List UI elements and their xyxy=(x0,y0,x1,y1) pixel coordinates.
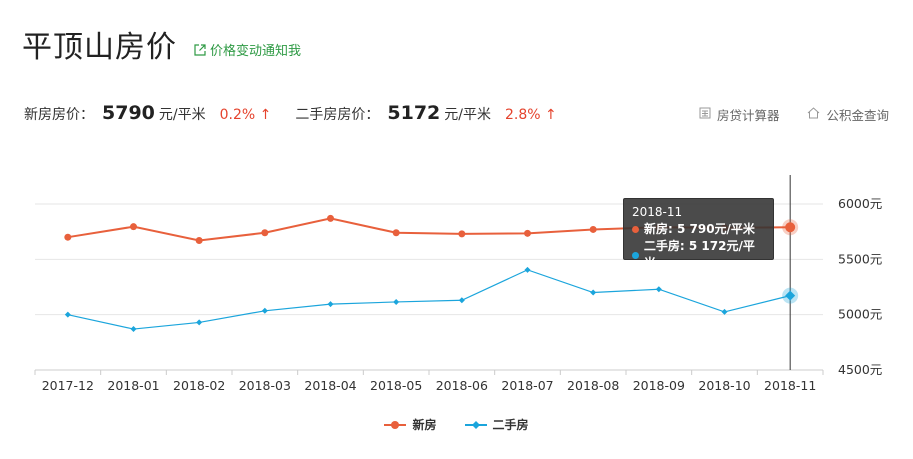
legend-item-used[interactable]: 二手房 xyxy=(464,416,529,433)
x-tick-label: 2018-09 xyxy=(633,378,685,393)
fund-query-link[interactable]: 公积金查询 xyxy=(807,105,889,124)
new-series-point xyxy=(64,233,72,241)
used-series-point xyxy=(393,298,400,305)
new-series-point xyxy=(195,237,203,245)
x-tick-label: 2017-12 xyxy=(42,378,94,393)
new-series-point xyxy=(392,229,400,237)
up-arrow-icon: ↑ xyxy=(255,107,272,123)
used-price-label: 二手房房价： xyxy=(295,107,380,123)
x-tick-label: 2018-11 xyxy=(764,378,816,393)
used-series-point xyxy=(196,319,203,326)
x-tick-label: 2018-06 xyxy=(436,378,488,393)
house-icon xyxy=(807,107,820,122)
legend-used-label: 二手房 xyxy=(492,418,529,432)
notify-label: 价格变动通知我 xyxy=(210,44,302,59)
tooltip-new-row: 新房: 5 790元/平米 xyxy=(632,221,765,238)
loan-calculator-link[interactable]: 房贷计算器 xyxy=(699,105,780,124)
y-tick-label: 4500元 xyxy=(838,362,882,377)
used-price-unit: 元/平米 xyxy=(444,107,491,123)
external-link-icon xyxy=(194,43,206,56)
new-series-point xyxy=(785,222,796,233)
new-series-point xyxy=(458,230,466,238)
x-tick-label: 2018-08 xyxy=(567,378,619,393)
x-tick-label: 2018-05 xyxy=(370,378,422,393)
used-series-line xyxy=(67,269,791,330)
price-notify-link[interactable]: 价格变动通知我 xyxy=(194,40,301,59)
x-tick-label: 2018-03 xyxy=(239,378,291,393)
price-line-chart: 4500元 5000元 5500元 6000元 2017-12 2018-01 2018-0… xyxy=(34,175,882,393)
x-tick-label: 2018-02 xyxy=(173,378,225,393)
page-title: 平顶山房价 xyxy=(22,30,177,65)
used-series-point xyxy=(721,308,728,315)
x-tick-label: 2018-07 xyxy=(501,378,553,393)
used-price-change: 2.8% ↑ xyxy=(504,107,557,123)
legend-item-new[interactable]: 新房 xyxy=(384,416,437,433)
loan-calculator-label: 房贷计算器 xyxy=(716,108,780,123)
new-price-change: 0.2% ↑ xyxy=(219,107,272,123)
new-series-point xyxy=(261,229,269,237)
y-tick-label: 5000元 xyxy=(838,307,882,322)
y-tick-label: 5500元 xyxy=(838,251,882,266)
chart-legend: 新房 二手房 xyxy=(0,416,913,433)
x-tick-label: 2018-01 xyxy=(107,378,159,393)
up-arrow-icon: ↑ xyxy=(540,107,557,123)
new-price-value: 5790 xyxy=(102,102,155,124)
calculator-icon xyxy=(699,107,711,122)
chart-tooltip: 2018-11 新房: 5 790元/平米 二手房: 5 172元/平米 xyxy=(623,198,774,270)
tool-links: 房贷计算器 公积金查询 xyxy=(699,105,889,124)
tooltip-date: 2018-11 xyxy=(632,205,683,219)
new-price-unit: 元/平米 xyxy=(158,107,206,123)
new-series-point xyxy=(589,225,597,233)
fund-query-label: 公积金查询 xyxy=(826,108,889,123)
used-price-value: 5172 xyxy=(387,102,441,124)
new-series-point xyxy=(130,223,137,231)
used-series-point xyxy=(261,307,268,314)
new-price-label: 新房房价： xyxy=(24,107,94,123)
y-tick-label: 6000元 xyxy=(838,196,882,211)
used-series-point xyxy=(524,266,531,273)
legend-new-label: 新房 xyxy=(412,418,437,432)
tooltip-used-row: 二手房: 5 172元/平米 xyxy=(632,238,765,272)
used-series-point xyxy=(785,290,796,301)
used-series-point xyxy=(130,326,137,333)
price-summary: 新房房价： 5790 元/平米 0.2% ↑ 二手房房价： 5172 元/平米 … xyxy=(24,102,557,124)
used-series-point xyxy=(458,297,465,304)
new-series-point xyxy=(524,229,531,237)
used-series-point xyxy=(327,301,334,308)
x-tick-label: 2018-04 xyxy=(304,378,356,393)
x-tick-label: 2018-10 xyxy=(698,378,750,393)
legend-used-marker xyxy=(464,420,487,429)
new-series-dot xyxy=(632,226,639,233)
new-series-point xyxy=(327,214,334,222)
legend-new-marker xyxy=(384,420,407,429)
used-series-point xyxy=(590,289,597,296)
used-series-point xyxy=(64,311,71,318)
used-series-point xyxy=(655,286,662,293)
used-series-dot xyxy=(632,251,639,259)
